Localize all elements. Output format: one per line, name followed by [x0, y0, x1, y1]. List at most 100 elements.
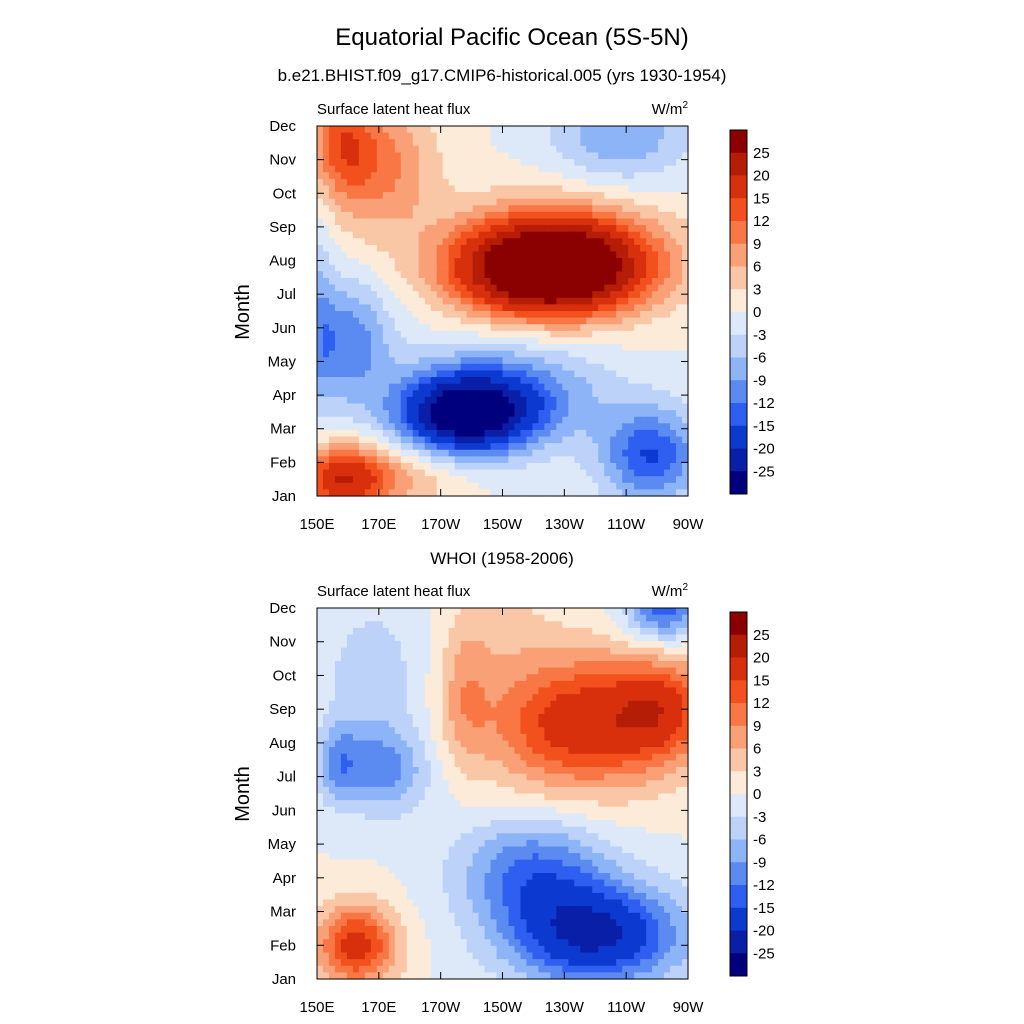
- heatmap-cell: [562, 627, 569, 636]
- heatmap-cell: [340, 707, 348, 715]
- heatmap-cell: [430, 641, 438, 649]
- heatmap-cell: [622, 350, 629, 358]
- heatmap-cell: [358, 614, 366, 622]
- heatmap-cell: [502, 403, 510, 411]
- heatmap-cell: [616, 238, 623, 246]
- heatmap-cell: [370, 621, 378, 629]
- heatmap-cell: [436, 436, 444, 444]
- heatmap-cell: [652, 720, 659, 728]
- heatmap-cell: [676, 363, 683, 372]
- heatmap-cell: [574, 410, 581, 418]
- heatmap-cell: [424, 687, 432, 695]
- heatmap-cell: [424, 608, 432, 616]
- heatmap-cell: [352, 654, 360, 662]
- heatmap-cell: [412, 271, 420, 279]
- heatmap-cell: [322, 172, 330, 180]
- heatmap-cell: [352, 324, 360, 332]
- heatmap-cell: [550, 251, 557, 259]
- heatmap-cell: [664, 469, 671, 477]
- heatmap-cell: [340, 251, 348, 259]
- heatmap-cell: [328, 383, 336, 391]
- heatmap-cell: [412, 733, 420, 742]
- heatmap-cell: [328, 456, 336, 464]
- heatmap-cell: [406, 205, 414, 213]
- heatmap-cell: [418, 449, 426, 457]
- heatmap-cell: [430, 370, 438, 378]
- heatmap-cell: [442, 152, 450, 160]
- heatmap-cell: [442, 456, 450, 464]
- heatmap-cell: [490, 674, 498, 682]
- heatmap-cell: [550, 410, 557, 418]
- heatmap-cell: [514, 383, 522, 391]
- heatmap-cell: [664, 165, 671, 173]
- heatmap-cell: [466, 627, 474, 636]
- heatmap-cell: [610, 634, 617, 642]
- heatmap-cell: [388, 687, 396, 695]
- heatmap-cell: [526, 317, 534, 325]
- heatmap-cell: [562, 720, 569, 728]
- heatmap-cell: [550, 707, 557, 715]
- heatmap-cell: [508, 211, 516, 220]
- heatmap-cell: [628, 205, 635, 213]
- heatmap-cell: [502, 416, 510, 424]
- heatmap-cell: [598, 178, 605, 187]
- heatmap-cell: [670, 647, 677, 655]
- heatmap-cell: [682, 258, 689, 266]
- heatmap-cell: [574, 304, 581, 312]
- heatmap-cell: [418, 674, 426, 682]
- heatmap-cell: [586, 714, 593, 722]
- heatmap-cell: [358, 231, 366, 239]
- heatmap-cell: [370, 291, 378, 299]
- heatmap-cell: [526, 218, 534, 226]
- heatmap-cell: [592, 152, 599, 160]
- heatmap-cell: [598, 614, 605, 622]
- heatmap-cell: [334, 337, 342, 345]
- heatmap-cell: [520, 410, 528, 418]
- heatmap-cell: [364, 159, 372, 167]
- heatmap-cell: [490, 482, 498, 490]
- heatmap-cell: [334, 152, 342, 160]
- heatmap-cell: [358, 608, 366, 616]
- heatmap-cell: [340, 145, 348, 154]
- heatmap-cell: [322, 608, 330, 616]
- x-axis: 150E 170E 170W 150W 130W 110W 90W: [299, 126, 704, 533]
- heatmap-cell: [616, 231, 623, 239]
- heatmap-cell: [598, 324, 605, 332]
- heatmap-cell: [460, 687, 468, 695]
- heatmap-cell: [682, 304, 689, 312]
- heatmap-cell: [520, 700, 528, 708]
- heatmap-cell: [478, 489, 486, 497]
- heatmap-cell: [478, 416, 486, 424]
- heatmap-cell: [568, 727, 575, 735]
- heatmap-cell: [454, 680, 462, 689]
- heatmap-cell: [358, 350, 366, 358]
- heatmap-cell: [460, 396, 468, 405]
- heatmap-cell: [388, 145, 396, 154]
- heatmap-cell: [556, 370, 563, 378]
- heatmap-cell: [460, 317, 468, 325]
- heatmap-cell: [532, 145, 539, 154]
- heatmap-cell: [592, 126, 599, 134]
- heatmap-cell: [448, 377, 456, 385]
- heatmap-cell: [682, 707, 689, 715]
- heatmap-cell: [328, 324, 336, 332]
- heatmap-cell: [664, 218, 671, 226]
- heatmap-cell: [664, 159, 671, 167]
- heatmap-cell: [484, 740, 492, 748]
- heatmap-cell: [460, 614, 468, 622]
- heatmap-cell: [424, 225, 432, 233]
- heatmap-cell: [376, 297, 384, 305]
- heatmap-cell: [317, 238, 324, 246]
- heatmap-cell: [322, 714, 330, 722]
- heatmap-cell: [526, 614, 534, 622]
- heatmap-cell: [634, 423, 641, 431]
- heatmap-cell: [490, 747, 498, 755]
- heatmap-cell: [640, 456, 647, 464]
- heatmap-cell: [430, 225, 438, 233]
- heatmap-cell: [544, 159, 551, 167]
- heatmap-cell: [317, 317, 324, 325]
- heatmap-cell: [436, 482, 444, 490]
- heatmap-cell: [610, 145, 617, 154]
- heatmap-cell: [544, 641, 551, 649]
- heatmap-cell: [412, 614, 420, 622]
